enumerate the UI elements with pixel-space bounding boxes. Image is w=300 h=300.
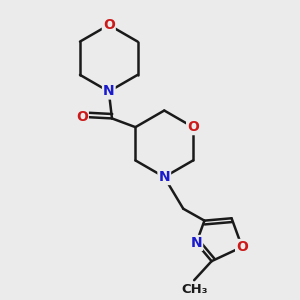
- Text: CH₃: CH₃: [181, 283, 207, 296]
- Text: O: O: [187, 120, 199, 134]
- Text: O: O: [236, 240, 248, 254]
- Text: N: N: [158, 170, 170, 184]
- Text: N: N: [103, 85, 115, 98]
- Text: N: N: [190, 236, 202, 250]
- Text: O: O: [76, 110, 88, 124]
- Text: O: O: [103, 18, 115, 32]
